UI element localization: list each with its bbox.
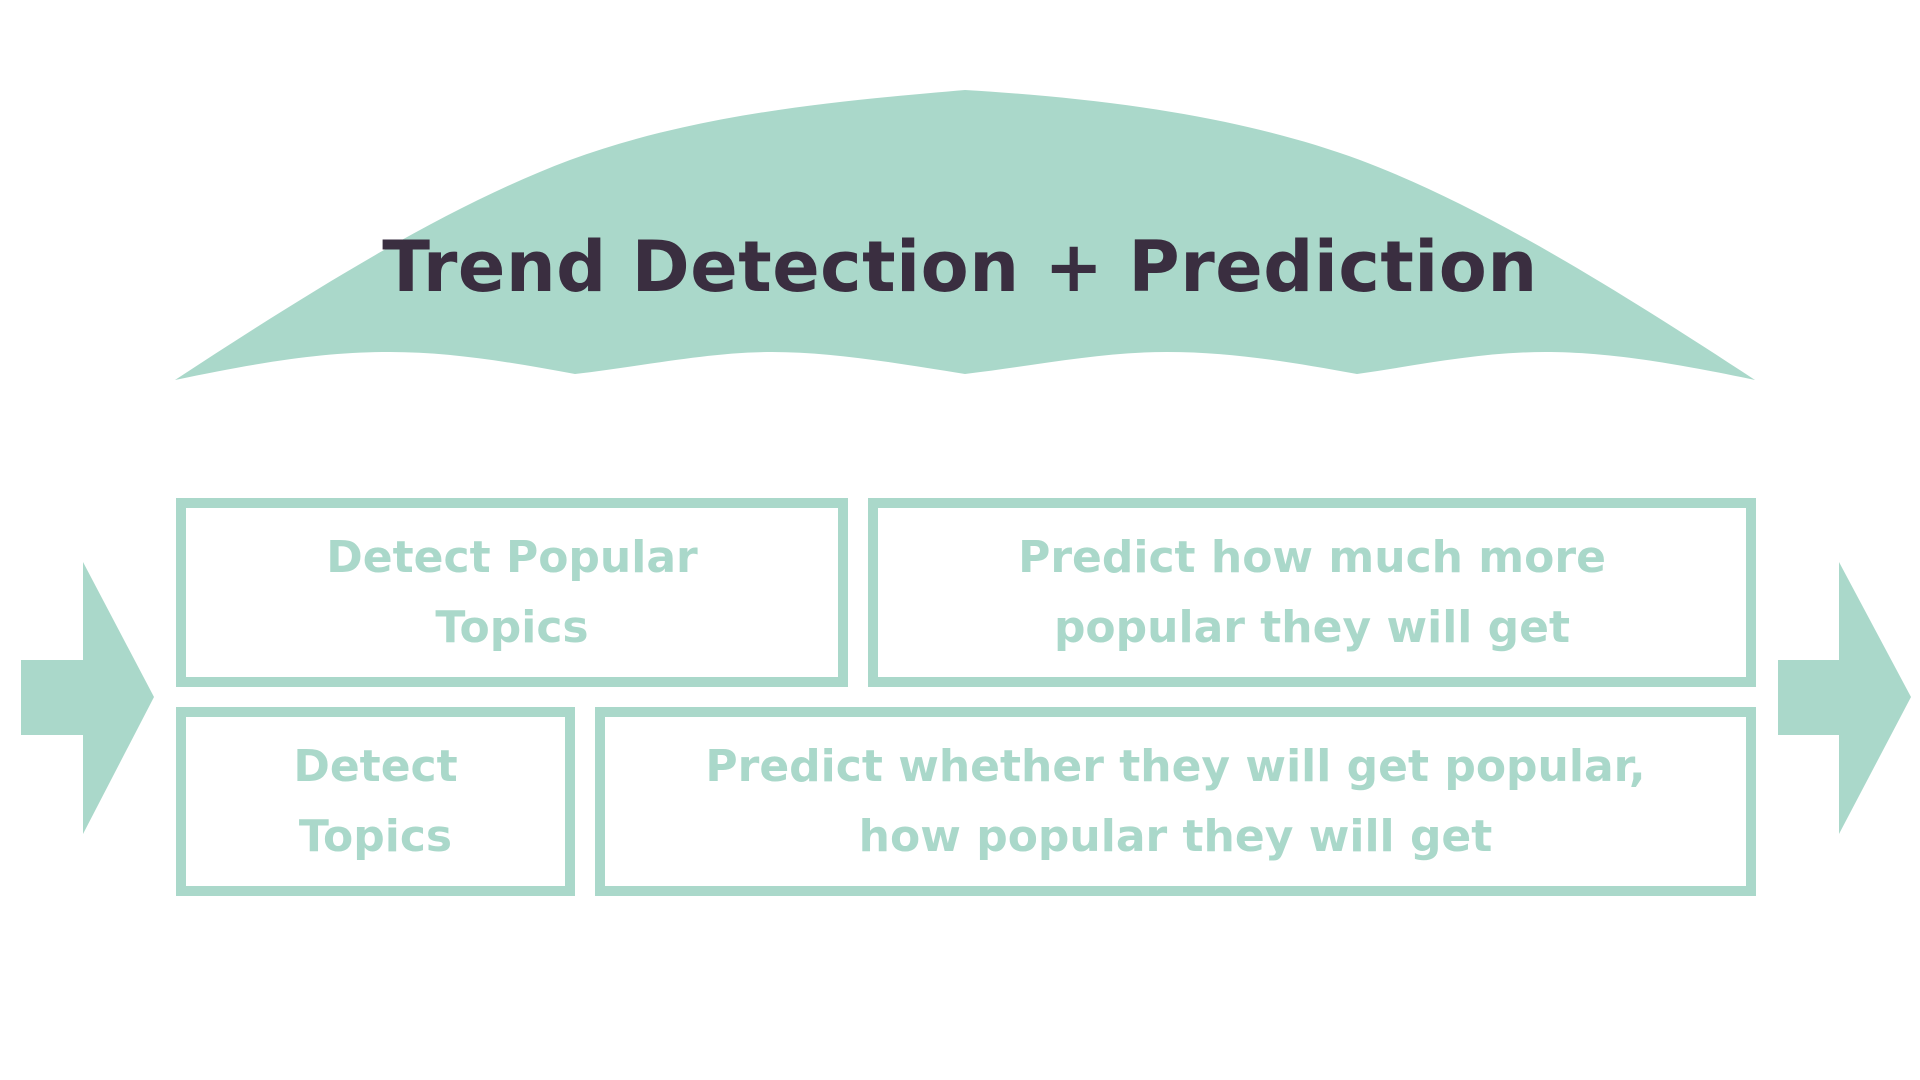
predict-how-much-more-box: Predict how much more popular they will … bbox=[868, 498, 1756, 687]
box-label-line: Predict how much more bbox=[1018, 531, 1606, 583]
left-arrow bbox=[21, 562, 154, 834]
detect-topics-box: Detect Topics bbox=[176, 707, 575, 896]
box-label-line: Topics bbox=[435, 601, 589, 653]
detect-popular-topics-box: Detect Popular Topics bbox=[176, 498, 848, 687]
diagram-title: Trend Detection + Prediction bbox=[382, 226, 1538, 308]
umbrella-banner bbox=[175, 90, 1755, 380]
box-label-line: Detect Popular bbox=[326, 531, 698, 583]
box-label-line: how popular they will get bbox=[858, 810, 1493, 862]
predict-whether-popular-box: Predict whether they will get popular, h… bbox=[595, 707, 1756, 896]
box-label-line: Predict whether they will get popular, bbox=[705, 740, 1646, 792]
box-label-line: Topics bbox=[298, 810, 453, 862]
box-label-line: popular they will get bbox=[1053, 601, 1571, 653]
box-label-line: Detect bbox=[293, 740, 458, 792]
right-arrow bbox=[1778, 562, 1911, 834]
